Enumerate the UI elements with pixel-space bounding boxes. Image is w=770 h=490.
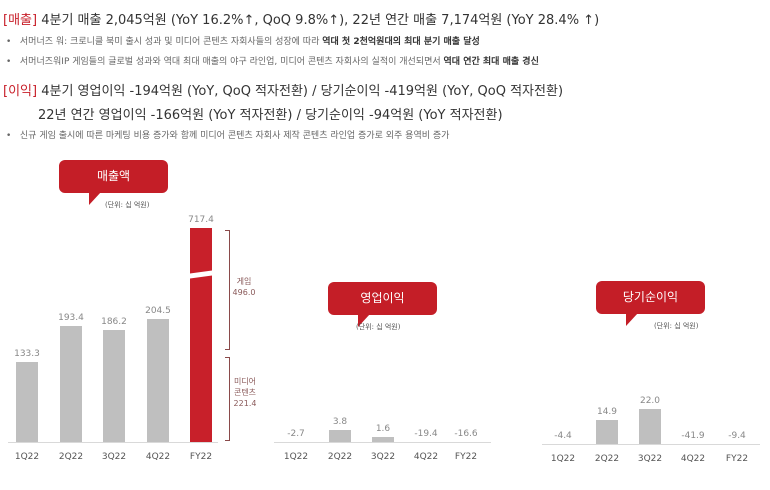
bullet-mark: • — [6, 131, 12, 141]
category-label: 3Q22 — [637, 454, 663, 464]
chart-title-callout: 매출액 — [59, 160, 168, 205]
breakdown-value: 221.4 — [233, 399, 257, 408]
value-label: -19.4 — [414, 429, 438, 439]
bullet-text: 서머너즈워IP 게임들의 글로벌 성과와 역대 최대 매출의 야구 라인업, 미… — [19, 57, 444, 67]
x-axis — [542, 444, 760, 445]
bar-3Q22 — [639, 408, 661, 444]
x-axis — [8, 442, 218, 443]
revenue-bullet-2: • 서머너즈워IP 게임들의 글로벌 성과와 역대 최대 매출의 야구 라인업,… — [6, 54, 539, 67]
breakdown-label: 게임 — [236, 277, 252, 286]
bullet-mark: • — [6, 57, 12, 67]
breakdown-label: 미디어 콘텐츠 — [233, 377, 257, 397]
bullet-bold: 역대 연간 최대 매출 경신 — [443, 57, 539, 67]
unit-label: (단위: 십 억원) — [105, 201, 150, 209]
bar-3Q22 — [372, 436, 394, 442]
revenue-tag: [매출] — [3, 13, 38, 28]
category-label: 4Q22 — [145, 452, 171, 462]
value-label: -41.9 — [681, 431, 705, 441]
callout-tail — [89, 192, 101, 205]
category-label: FY22 — [454, 452, 478, 462]
bar-FY22 — [190, 228, 212, 442]
bar-2Q22 — [329, 429, 351, 442]
value-label: 22.0 — [639, 395, 661, 406]
revenue-bullet-1: • 서머너즈 워: 크로니클 북미 출시 성과 및 미디어 콘텐츠 자회사들의 … — [6, 34, 480, 47]
bullet-mark: • — [6, 37, 12, 47]
unit-label: (단위: 십 억원) — [654, 322, 699, 330]
revenue-headline-text: 4분기 매출 2,045억원 (YoY 16.2%↑, QoQ 9.8%↑), … — [37, 13, 600, 28]
value-label: -16.6 — [454, 429, 478, 439]
bar-2Q22 — [596, 420, 618, 444]
profit-headline-2: 22년 연간 영업이익 -166억원 (YoY 적자전환) / 당기순이익 -9… — [38, 108, 503, 123]
callout-tail — [626, 313, 638, 326]
category-label: 1Q22 — [283, 452, 309, 462]
bullet-bold: 역대 첫 2천억원대의 최대 분기 매출 달성 — [322, 37, 480, 47]
x-axis — [274, 442, 491, 443]
value-label: -9.4 — [728, 431, 746, 441]
profit-bullet-1: • 신규 게임 출시에 따른 마케팅 비용 증가와 함께 미디어 콘텐츠 자회사… — [6, 128, 449, 141]
category-label: FY22 — [189, 452, 213, 462]
value-label: -4.4 — [554, 431, 572, 441]
breakdown-media: 미디어 콘텐츠 221.4 — [230, 376, 260, 409]
category-label: 2Q22 — [594, 454, 620, 464]
bracket-media — [225, 357, 230, 441]
value-label: 186.2 — [101, 317, 127, 328]
category-label: 2Q22 — [327, 452, 353, 462]
category-label: 1Q22 — [14, 452, 40, 462]
revenue-headline: [매출] 4분기 매출 2,045억원 (YoY 16.2%↑, QoQ 9.8… — [3, 9, 599, 28]
category-label: 3Q22 — [370, 452, 396, 462]
value-label: 204.5 — [145, 306, 171, 317]
category-label: 3Q22 — [101, 452, 127, 462]
bar-4Q22 — [147, 319, 169, 442]
value-label: 14.9 — [596, 407, 618, 418]
value-label: 133.3 — [14, 349, 40, 360]
breakdown-value: 496.0 — [232, 288, 256, 297]
bar-3Q22 — [103, 330, 125, 442]
bracket-game — [225, 230, 230, 350]
bar-1Q22 — [16, 362, 38, 442]
chart-title: 영업이익 — [360, 291, 405, 305]
category-label: FY22 — [725, 454, 749, 464]
chart-title-callout: 당기순이익 — [596, 281, 705, 326]
chart-title: 매출액 — [96, 169, 131, 183]
value-label: 1.6 — [375, 423, 391, 434]
bullet-text: 서머너즈 워: 크로니클 북미 출시 성과 및 미디어 콘텐츠 자회사들의 성장… — [19, 37, 323, 47]
category-label: 4Q22 — [680, 454, 706, 464]
value-label: 717.4 — [188, 215, 214, 225]
bar-2Q22 — [60, 325, 82, 442]
profit-tag: [이익] — [3, 84, 38, 99]
breakdown-game: 게임 496.0 — [232, 276, 256, 298]
profit-headline-text: 4분기 영업이익 -194억원 (YoY, QoQ 적자전환) / 당기순이익 … — [37, 84, 564, 99]
value-label: 3.8 — [332, 416, 348, 427]
chart-title: 당기순이익 — [622, 290, 679, 304]
unit-label: (단위: 십 억원) — [356, 323, 401, 331]
category-label: 1Q22 — [550, 454, 576, 464]
profit-headline: [이익] 4분기 영업이익 -194억원 (YoY, QoQ 적자전환) / 당… — [3, 80, 563, 99]
value-label: -2.7 — [287, 429, 305, 439]
callout-tail — [358, 314, 370, 327]
value-label: 193.4 — [58, 312, 84, 323]
category-label: 4Q22 — [413, 452, 439, 462]
category-label: 2Q22 — [58, 452, 84, 462]
bullet-text: 신규 게임 출시에 따른 마케팅 비용 증가와 함께 미디어 콘텐츠 자회사 제… — [19, 131, 450, 141]
chart-title-callout: 영업이익 — [328, 282, 437, 327]
